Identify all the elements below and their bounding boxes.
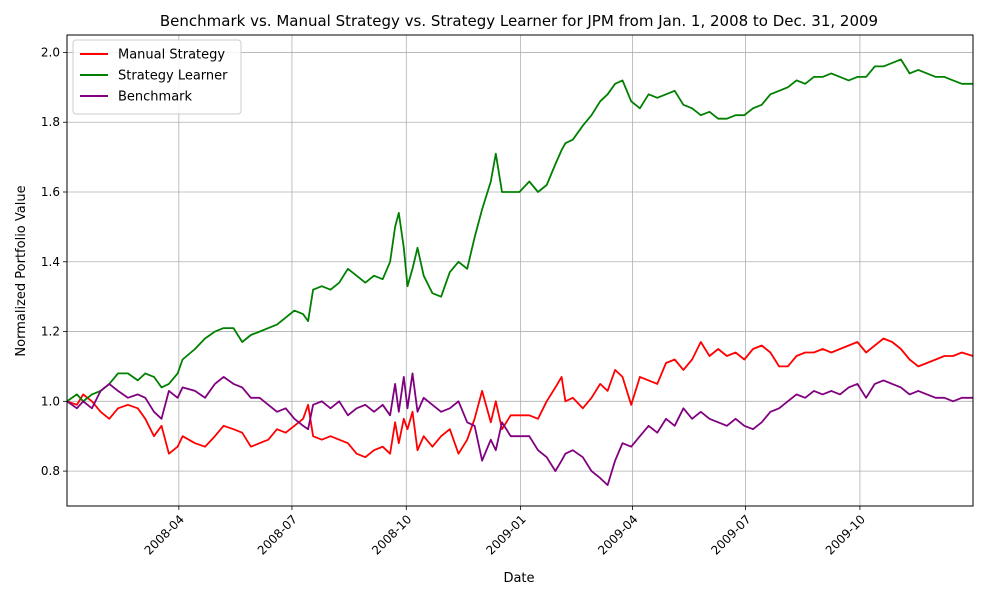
y-tick-label: 1.8: [41, 115, 60, 129]
legend-label-manual-strategy: Manual Strategy: [118, 48, 225, 63]
y-tick-label: 1.6: [41, 185, 60, 199]
y-axis-label: Normalized Portfolio Value: [14, 185, 29, 356]
legend-label-strategy-learner: Strategy Learner: [118, 69, 228, 84]
series-lines: [66, 58, 974, 487]
x-axis-label: Date: [503, 571, 534, 586]
legend: Manual Strategy Strategy Learner Benchmark: [72, 39, 242, 115]
series-line-strategy-learner: [66, 58, 973, 403]
y-tick-label: 1.4: [41, 255, 60, 269]
y-tick-label: 0.8: [41, 464, 60, 478]
legend-label-benchmark: Benchmark: [118, 90, 193, 105]
y-axis-ticks: 0.8 1.0 1.2 1.4 1.6 1.8 2.0: [41, 45, 67, 478]
plot-border: [66, 34, 974, 507]
y-tick-label: 2.0: [41, 45, 60, 59]
y-tick-label: 1.0: [41, 394, 60, 408]
series-line-manual-strategy: [66, 337, 974, 459]
series-line-benchmark: [66, 372, 973, 487]
y-tick-label: 1.2: [41, 325, 60, 339]
chart-title: Benchmark vs. Manual Strategy vs. Strate…: [160, 12, 878, 30]
legend-box: [72, 39, 242, 115]
